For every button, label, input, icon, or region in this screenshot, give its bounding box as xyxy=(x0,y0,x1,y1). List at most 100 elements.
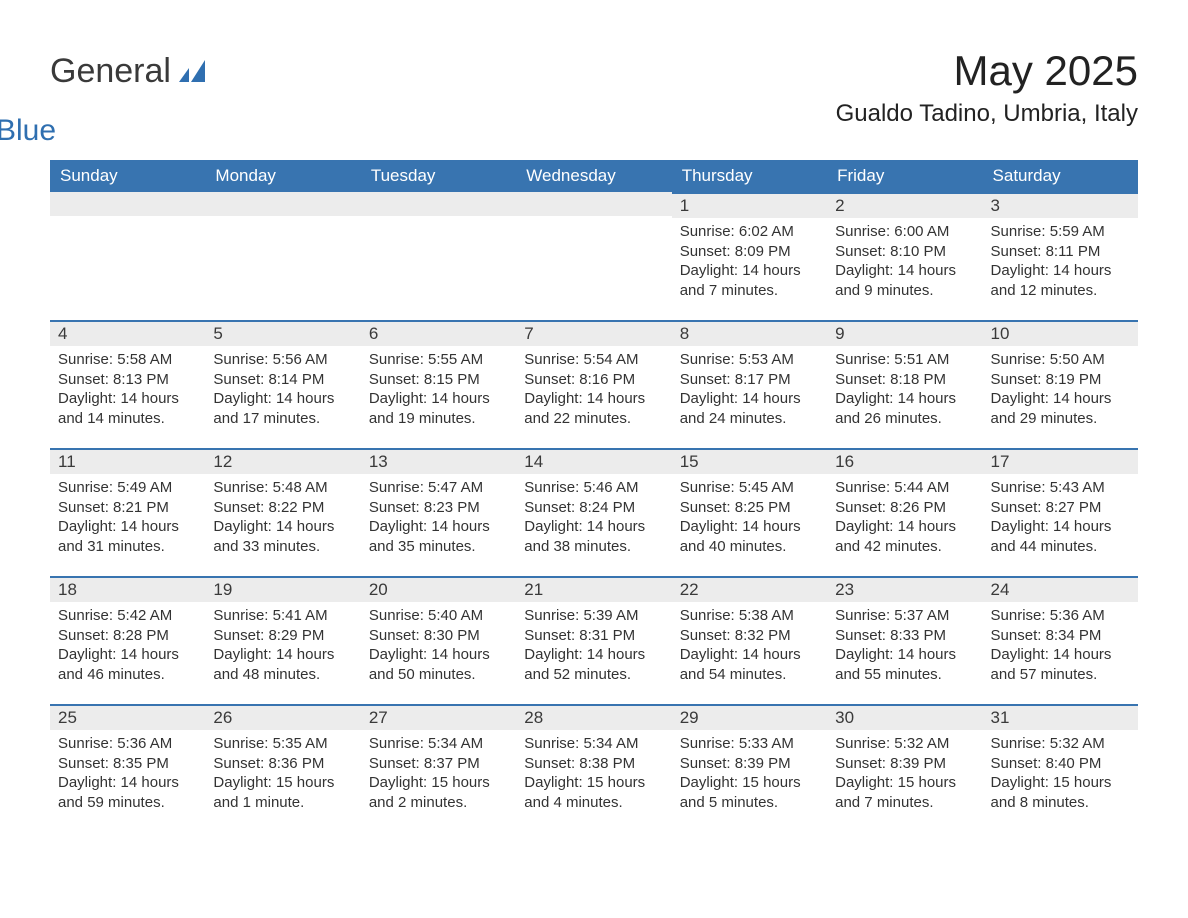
day-details: Sunrise: 5:40 AMSunset: 8:30 PMDaylight:… xyxy=(361,602,516,690)
daylight-line: Daylight: 14 hours and 55 minutes. xyxy=(835,645,974,684)
day-number: 5 xyxy=(205,320,360,346)
daylight-line: Daylight: 14 hours and 14 minutes. xyxy=(58,389,197,428)
sunrise-line: Sunrise: 5:39 AM xyxy=(524,606,663,626)
day-number: 11 xyxy=(50,448,205,474)
calendar-week-row: 11Sunrise: 5:49 AMSunset: 8:21 PMDayligh… xyxy=(50,448,1138,576)
daylight-line: Daylight: 14 hours and 26 minutes. xyxy=(835,389,974,428)
sunrise-line: Sunrise: 5:48 AM xyxy=(213,478,352,498)
day-details: Sunrise: 5:44 AMSunset: 8:26 PMDaylight:… xyxy=(827,474,982,562)
day-details: Sunrise: 5:36 AMSunset: 8:34 PMDaylight:… xyxy=(983,602,1138,690)
daylight-line: Daylight: 14 hours and 46 minutes. xyxy=(58,645,197,684)
day-number: 23 xyxy=(827,576,982,602)
day-details: Sunrise: 5:49 AMSunset: 8:21 PMDaylight:… xyxy=(50,474,205,562)
calendar-day-cell: 6Sunrise: 5:55 AMSunset: 8:15 PMDaylight… xyxy=(361,320,516,448)
day-number: 16 xyxy=(827,448,982,474)
day-details: Sunrise: 5:34 AMSunset: 8:37 PMDaylight:… xyxy=(361,730,516,818)
sunrise-line: Sunrise: 5:34 AM xyxy=(524,734,663,754)
calendar-day-cell: 5Sunrise: 5:56 AMSunset: 8:14 PMDaylight… xyxy=(205,320,360,448)
sunrise-line: Sunrise: 5:46 AM xyxy=(524,478,663,498)
sunrise-line: Sunrise: 5:42 AM xyxy=(58,606,197,626)
day-number: 24 xyxy=(983,576,1138,602)
calendar-day-cell xyxy=(361,192,516,320)
day-details: Sunrise: 6:00 AMSunset: 8:10 PMDaylight:… xyxy=(827,218,982,306)
sunset-line: Sunset: 8:16 PM xyxy=(524,370,663,390)
sunset-line: Sunset: 8:22 PM xyxy=(213,498,352,518)
sunrise-line: Sunrise: 5:33 AM xyxy=(680,734,819,754)
sunset-line: Sunset: 8:26 PM xyxy=(835,498,974,518)
sunrise-line: Sunrise: 5:49 AM xyxy=(58,478,197,498)
header-row: General Blue May 2025 Gualdo Tadino, Umb… xyxy=(50,48,1138,148)
sunset-line: Sunset: 8:37 PM xyxy=(369,754,508,774)
brand-logo: General Blue xyxy=(50,48,209,148)
sunrise-line: Sunrise: 5:51 AM xyxy=(835,350,974,370)
calendar-day-cell: 20Sunrise: 5:40 AMSunset: 8:30 PMDayligh… xyxy=(361,576,516,704)
daylight-line: Daylight: 14 hours and 38 minutes. xyxy=(524,517,663,556)
calendar-day-cell: 24Sunrise: 5:36 AMSunset: 8:34 PMDayligh… xyxy=(983,576,1138,704)
calendar-head: SundayMondayTuesdayWednesdayThursdayFrid… xyxy=(50,160,1138,192)
calendar-day-cell: 10Sunrise: 5:50 AMSunset: 8:19 PMDayligh… xyxy=(983,320,1138,448)
day-number: 3 xyxy=(983,192,1138,218)
day-number: 21 xyxy=(516,576,671,602)
sunset-line: Sunset: 8:24 PM xyxy=(524,498,663,518)
day-details: Sunrise: 5:48 AMSunset: 8:22 PMDaylight:… xyxy=(205,474,360,562)
daylight-line: Daylight: 14 hours and 19 minutes. xyxy=(369,389,508,428)
day-details: Sunrise: 5:35 AMSunset: 8:36 PMDaylight:… xyxy=(205,730,360,818)
sunset-line: Sunset: 8:39 PM xyxy=(680,754,819,774)
day-details: Sunrise: 5:59 AMSunset: 8:11 PMDaylight:… xyxy=(983,218,1138,306)
sunrise-line: Sunrise: 6:00 AM xyxy=(835,222,974,242)
day-number: 4 xyxy=(50,320,205,346)
day-number: 28 xyxy=(516,704,671,730)
day-number: 19 xyxy=(205,576,360,602)
day-number: 26 xyxy=(205,704,360,730)
daylight-line: Daylight: 14 hours and 50 minutes. xyxy=(369,645,508,684)
calendar-day-cell xyxy=(516,192,671,320)
sunset-line: Sunset: 8:25 PM xyxy=(680,498,819,518)
daylight-line: Daylight: 14 hours and 57 minutes. xyxy=(991,645,1130,684)
sunrise-line: Sunrise: 5:50 AM xyxy=(991,350,1130,370)
sunrise-line: Sunrise: 5:55 AM xyxy=(369,350,508,370)
calendar-day-cell: 4Sunrise: 5:58 AMSunset: 8:13 PMDaylight… xyxy=(50,320,205,448)
daylight-line: Daylight: 14 hours and 31 minutes. xyxy=(58,517,197,556)
calendar-day-cell: 14Sunrise: 5:46 AMSunset: 8:24 PMDayligh… xyxy=(516,448,671,576)
empty-day-bar xyxy=(205,192,360,216)
sunset-line: Sunset: 8:36 PM xyxy=(213,754,352,774)
sunset-line: Sunset: 8:21 PM xyxy=(58,498,197,518)
day-number: 8 xyxy=(672,320,827,346)
daylight-line: Daylight: 14 hours and 7 minutes. xyxy=(680,261,819,300)
sunrise-line: Sunrise: 5:34 AM xyxy=(369,734,508,754)
sunrise-line: Sunrise: 5:35 AM xyxy=(213,734,352,754)
sunset-line: Sunset: 8:28 PM xyxy=(58,626,197,646)
weekday-header: Friday xyxy=(827,160,982,192)
day-details: Sunrise: 5:38 AMSunset: 8:32 PMDaylight:… xyxy=(672,602,827,690)
sunrise-line: Sunrise: 5:45 AM xyxy=(680,478,819,498)
day-number: 15 xyxy=(672,448,827,474)
day-details: Sunrise: 5:37 AMSunset: 8:33 PMDaylight:… xyxy=(827,602,982,690)
calendar-day-cell: 9Sunrise: 5:51 AMSunset: 8:18 PMDaylight… xyxy=(827,320,982,448)
calendar-day-cell: 13Sunrise: 5:47 AMSunset: 8:23 PMDayligh… xyxy=(361,448,516,576)
day-details: Sunrise: 5:34 AMSunset: 8:38 PMDaylight:… xyxy=(516,730,671,818)
weekday-header: Tuesday xyxy=(361,160,516,192)
sunset-line: Sunset: 8:31 PM xyxy=(524,626,663,646)
day-number: 31 xyxy=(983,704,1138,730)
day-number: 20 xyxy=(361,576,516,602)
calendar-day-cell: 11Sunrise: 5:49 AMSunset: 8:21 PMDayligh… xyxy=(50,448,205,576)
day-details: Sunrise: 5:32 AMSunset: 8:40 PMDaylight:… xyxy=(983,730,1138,818)
day-details: Sunrise: 5:50 AMSunset: 8:19 PMDaylight:… xyxy=(983,346,1138,434)
day-number: 1 xyxy=(672,192,827,218)
empty-day-bar xyxy=(50,192,205,216)
day-details: Sunrise: 5:54 AMSunset: 8:16 PMDaylight:… xyxy=(516,346,671,434)
calendar-day-cell: 30Sunrise: 5:32 AMSunset: 8:39 PMDayligh… xyxy=(827,704,982,832)
daylight-line: Daylight: 14 hours and 42 minutes. xyxy=(835,517,974,556)
calendar-day-cell: 31Sunrise: 5:32 AMSunset: 8:40 PMDayligh… xyxy=(983,704,1138,832)
calendar-day-cell: 22Sunrise: 5:38 AMSunset: 8:32 PMDayligh… xyxy=(672,576,827,704)
daylight-line: Daylight: 14 hours and 9 minutes. xyxy=(835,261,974,300)
sunrise-line: Sunrise: 6:02 AM xyxy=(680,222,819,242)
day-number: 6 xyxy=(361,320,516,346)
day-details: Sunrise: 5:55 AMSunset: 8:15 PMDaylight:… xyxy=(361,346,516,434)
sunset-line: Sunset: 8:09 PM xyxy=(680,242,819,262)
calendar-day-cell xyxy=(50,192,205,320)
day-number: 18 xyxy=(50,576,205,602)
logo-sail-icon xyxy=(179,58,209,87)
calendar-day-cell: 19Sunrise: 5:41 AMSunset: 8:29 PMDayligh… xyxy=(205,576,360,704)
day-details: Sunrise: 5:33 AMSunset: 8:39 PMDaylight:… xyxy=(672,730,827,818)
